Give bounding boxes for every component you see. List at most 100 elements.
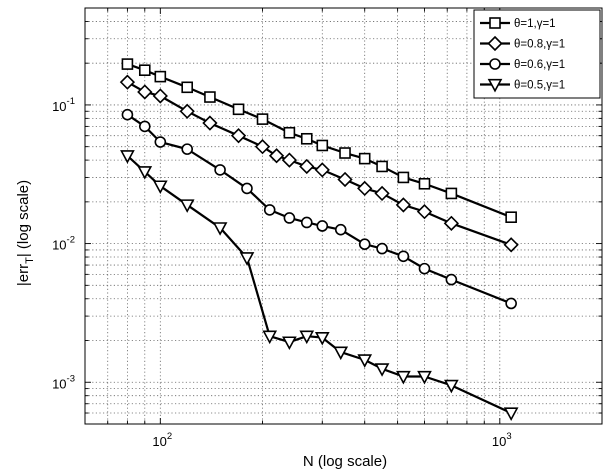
data-point-square bbox=[154, 70, 167, 83]
data-point-triangle-down bbox=[417, 370, 432, 385]
data-point-circle bbox=[376, 242, 388, 255]
data-point-square bbox=[256, 113, 269, 125]
data-point-circle bbox=[154, 136, 167, 148]
data-point-square bbox=[232, 103, 245, 116]
series-4 bbox=[120, 150, 519, 422]
legend-entry: θ=0.6,γ=1 bbox=[480, 58, 565, 71]
y-axis-label-end: | (log scale) bbox=[15, 180, 32, 257]
data-point-diamond bbox=[314, 162, 330, 178]
data-point-triangle-down bbox=[152, 180, 168, 195]
data-point-diamond bbox=[268, 148, 285, 164]
y-tick-label-exponent: -3 bbox=[67, 373, 75, 384]
data-point-square bbox=[418, 177, 431, 190]
data-point-diamond bbox=[337, 171, 353, 188]
data-point-square bbox=[358, 152, 371, 165]
series-3 bbox=[121, 108, 517, 310]
data-point-circle bbox=[418, 262, 431, 275]
data-point-triangle-down bbox=[137, 166, 153, 180]
data-point-triangle-down bbox=[282, 336, 297, 351]
data-point-square bbox=[138, 64, 151, 76]
legend-entry: θ=1,γ=1 bbox=[480, 17, 556, 30]
data-point-triangle-down bbox=[357, 354, 373, 368]
data-point-diamond bbox=[416, 204, 433, 220]
data-point-square bbox=[489, 17, 501, 29]
data-point-square bbox=[181, 81, 193, 94]
x-tick-label: 102 bbox=[152, 431, 172, 449]
data-point-triangle-down bbox=[299, 330, 315, 345]
data-point-square bbox=[376, 160, 388, 173]
data-point-square bbox=[397, 171, 410, 184]
data-point-circle bbox=[300, 216, 313, 229]
legend-label: θ=0.5,γ=1 bbox=[514, 80, 565, 92]
data-point-square bbox=[204, 91, 216, 103]
data-point-square bbox=[283, 126, 296, 139]
data-point-square bbox=[316, 139, 329, 152]
series-1 bbox=[121, 58, 517, 223]
data-point-circle bbox=[138, 120, 151, 133]
y-tick-label-base: 10 bbox=[52, 99, 66, 114]
y-axis-label: |errT| (log scale) bbox=[15, 180, 36, 286]
data-point-triangle-down bbox=[262, 330, 278, 345]
data-point-circle bbox=[316, 220, 329, 232]
data-point-triangle-down bbox=[396, 370, 411, 385]
y-axis-label-subscript: T bbox=[24, 257, 36, 264]
data-point-diamond bbox=[395, 197, 412, 213]
x-axis-label: N (log scale) bbox=[303, 453, 387, 470]
legend-entry: θ=0.5,γ=1 bbox=[480, 78, 565, 93]
data-point-circle bbox=[489, 58, 501, 70]
data-point-diamond bbox=[179, 103, 195, 119]
legend-label: θ=0.6,γ=1 bbox=[514, 59, 565, 71]
data-point-diamond bbox=[503, 237, 519, 253]
data-point-triangle-down bbox=[314, 331, 330, 346]
data-point-diamond bbox=[357, 180, 373, 197]
data-point-circle bbox=[505, 297, 517, 310]
data-point-triangle-down bbox=[374, 363, 390, 377]
data-point-circle bbox=[445, 273, 458, 286]
x-tick-label: 103 bbox=[492, 431, 512, 449]
data-point-square bbox=[339, 147, 351, 159]
data-point-diamond bbox=[487, 35, 503, 52]
data-point-circle bbox=[241, 182, 253, 195]
data-point-diamond bbox=[299, 158, 315, 175]
series-2 bbox=[119, 74, 519, 253]
data-point-diamond bbox=[137, 84, 153, 100]
y-tick-label-exponent: -1 bbox=[67, 96, 75, 107]
data-point-circle bbox=[334, 223, 347, 236]
data-point-diamond bbox=[254, 139, 271, 155]
data-point-square bbox=[445, 187, 458, 200]
x-tick-label-base: 10 bbox=[492, 434, 506, 449]
data-point-square bbox=[505, 211, 517, 223]
data-point-diamond bbox=[152, 88, 168, 104]
legend-entry: θ=0.8,γ=1 bbox=[480, 35, 565, 52]
legend-label: θ=0.8,γ=1 bbox=[514, 39, 565, 51]
data-point-circle bbox=[358, 238, 371, 250]
data-point-circle bbox=[283, 212, 296, 224]
data-point-triangle-down bbox=[212, 222, 228, 236]
data-point-diamond bbox=[374, 185, 390, 202]
x-tick-label-exponent: 3 bbox=[506, 431, 511, 442]
data-point-diamond bbox=[443, 215, 460, 231]
y-tick-label: 10-1 bbox=[52, 96, 75, 114]
data-point-diamond bbox=[281, 152, 298, 168]
y-tick-label-base: 10 bbox=[52, 376, 66, 391]
data-point-triangle-down bbox=[179, 199, 195, 213]
x-tick-label-base: 10 bbox=[152, 434, 166, 449]
data-point-square bbox=[121, 58, 134, 70]
y-tick-label: 10-2 bbox=[52, 235, 75, 253]
data-point-circle bbox=[181, 143, 193, 155]
data-point-triangle-down bbox=[444, 379, 459, 394]
legend-items: θ=1,γ=1 θ=0.8,γ=1 θ=0.6,γ=1 θ=0.5,γ=1 bbox=[480, 17, 565, 93]
ticks bbox=[85, 8, 602, 424]
data-point-diamond bbox=[119, 74, 136, 90]
y-tick-label-exponent: -2 bbox=[67, 235, 75, 246]
data-point-triangle-down bbox=[239, 252, 255, 266]
data-point-diamond bbox=[202, 115, 218, 131]
data-point-triangle-down bbox=[487, 78, 503, 93]
legend: θ=1,γ=1 θ=0.8,γ=1 θ=0.6,γ=1 θ=0.5,γ=1 bbox=[473, 9, 601, 99]
data-point-triangle-down bbox=[333, 346, 349, 361]
x-tick-label-exponent: 2 bbox=[167, 431, 172, 442]
data-point-circle bbox=[397, 250, 410, 263]
y-tick-label-base: 10 bbox=[52, 238, 66, 253]
